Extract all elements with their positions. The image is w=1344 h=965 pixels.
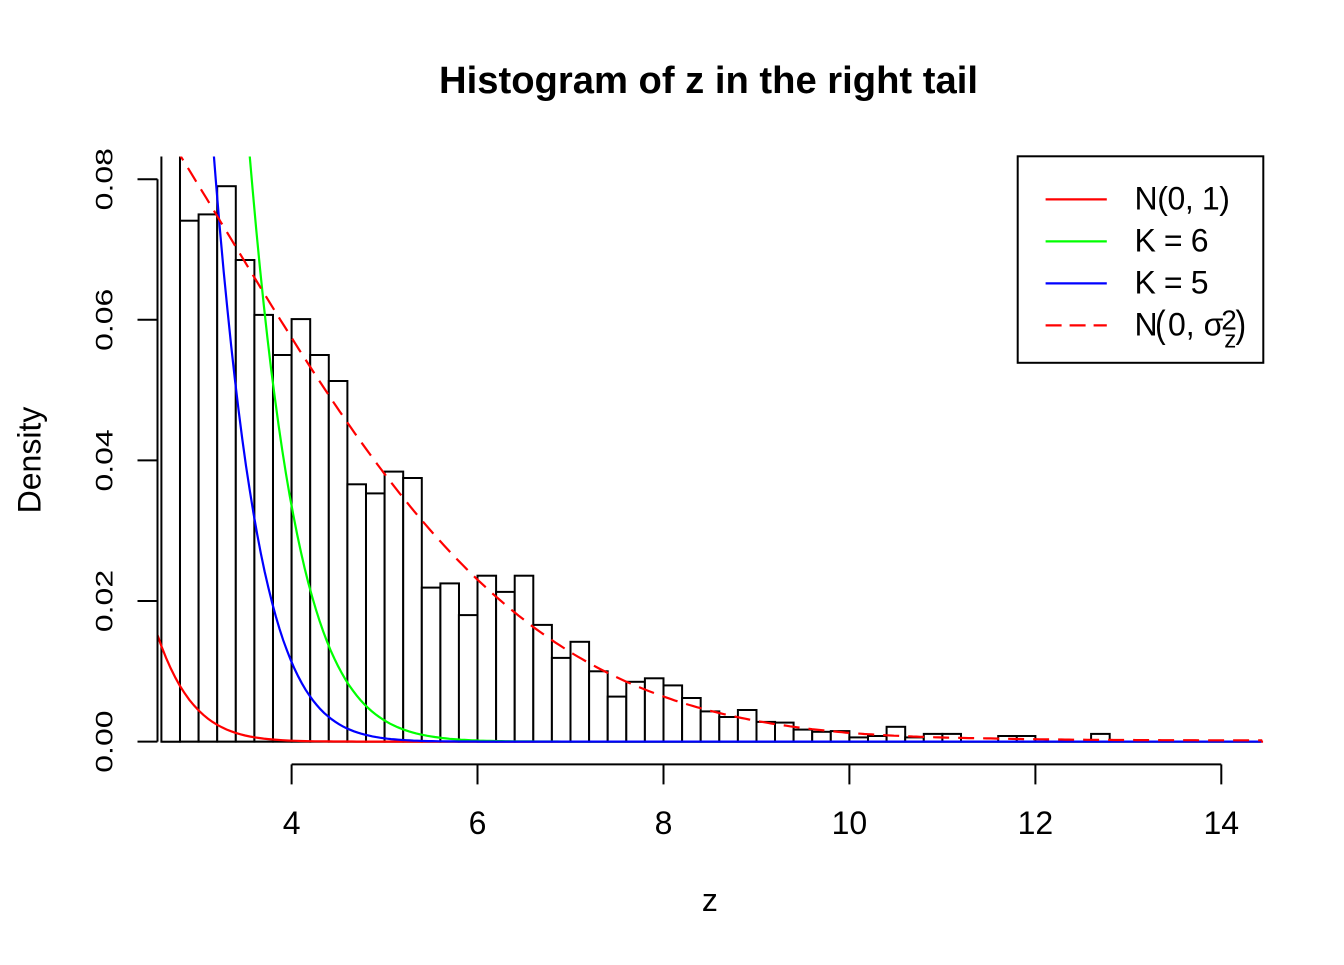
svg-text:K = 6: K = 6 [1135,222,1209,258]
svg-text:4: 4 [283,805,301,841]
svg-text:): ) [1236,303,1247,345]
svg-text:6: 6 [469,805,487,841]
svg-text:z: z [1224,327,1236,354]
svg-text:10: 10 [832,805,868,841]
svg-text:0.04: 0.04 [91,429,117,491]
svg-text:Density: Density [11,407,47,514]
svg-text:14: 14 [1204,805,1240,841]
svg-text:0.06: 0.06 [91,289,117,351]
svg-text:(: ( [1155,303,1166,345]
svg-text:0.02: 0.02 [91,570,117,632]
svg-text:N: N [1135,306,1158,342]
svg-text:8: 8 [655,805,673,841]
svg-text:z: z [702,882,718,918]
svg-text:2: 2 [1221,304,1237,335]
svg-text:N(0, 1): N(0, 1) [1135,180,1230,216]
svg-text:0.00: 0.00 [91,710,117,772]
svg-text:12: 12 [1018,805,1054,841]
svg-text:0.08: 0.08 [91,148,117,210]
svg-text:Histogram of z in the right ta: Histogram of z in the right tail [439,59,978,102]
svg-text:K = 5: K = 5 [1135,264,1209,300]
svg-text:0, σ: 0, σ [1168,306,1224,342]
